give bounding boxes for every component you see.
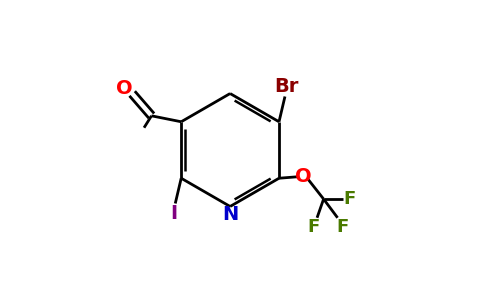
Text: O: O [295, 167, 312, 186]
Text: I: I [170, 204, 177, 224]
Text: F: F [337, 218, 349, 236]
Text: Br: Br [274, 77, 299, 97]
Text: F: F [307, 218, 319, 236]
Text: F: F [344, 190, 356, 208]
Text: O: O [117, 79, 133, 98]
Text: N: N [222, 205, 238, 224]
